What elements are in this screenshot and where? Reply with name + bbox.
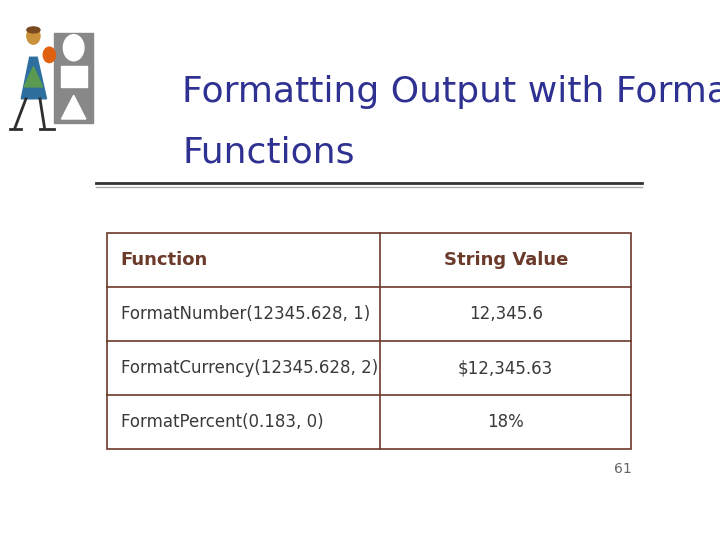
Text: $12,345.63: $12,345.63 (458, 359, 554, 377)
Circle shape (27, 28, 40, 44)
Text: 12,345.6: 12,345.6 (469, 305, 543, 323)
Text: 18%: 18% (487, 414, 524, 431)
Text: 61: 61 (613, 462, 631, 476)
Circle shape (63, 35, 84, 61)
Bar (54, 33, 94, 123)
Circle shape (43, 47, 55, 63)
Text: Functions: Functions (182, 136, 354, 170)
Text: FormatCurrency(12345.628, 2): FormatCurrency(12345.628, 2) (121, 359, 378, 377)
Text: Function: Function (121, 251, 208, 269)
Ellipse shape (27, 27, 40, 33)
Polygon shape (22, 57, 47, 99)
Bar (107, 233, 631, 449)
Polygon shape (24, 67, 42, 87)
Bar (60, 65, 87, 87)
Text: FormatNumber(12345.628, 1): FormatNumber(12345.628, 1) (121, 305, 370, 323)
Text: String Value: String Value (444, 251, 568, 269)
Text: FormatPercent(0.183, 0): FormatPercent(0.183, 0) (121, 414, 323, 431)
Polygon shape (61, 95, 86, 119)
Text: Formatting Output with Format: Formatting Output with Format (182, 75, 720, 109)
